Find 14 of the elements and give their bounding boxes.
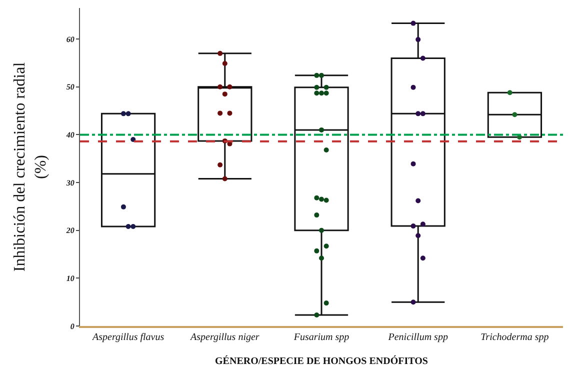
x-tick-label: Aspergillus flavus [92,332,164,343]
y-axis-title: Inhibición del crecimiento radial (%) [12,62,50,272]
x-tick-label: Fusarium spp [292,332,350,343]
y-tick-label: 0 [70,322,74,331]
y-tick-label: 10 [66,274,74,283]
x-axis-title: GÉNERO/ESPECIE DE HONGOS ENDÓFITOS [215,355,428,367]
y-tick-label: 30 [65,178,74,188]
y-tick-label: 40 [65,130,74,140]
x-tick-label: Penicillum spp [387,332,448,343]
y-tick-label: 50 [66,82,74,92]
y-tick-label: 60 [66,34,74,44]
x-tick-label: Aspergillus niger [190,332,260,343]
x-tick-label: Trichoderma spp [480,332,549,343]
y-tick-label: 20 [65,226,74,236]
